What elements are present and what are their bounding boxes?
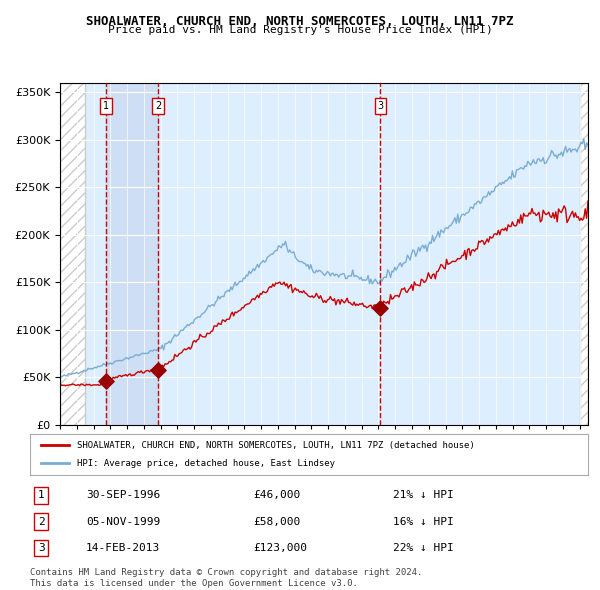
- Text: SHOALWATER, CHURCH END, NORTH SOMERCOTES, LOUTH, LN11 7PZ (detached house): SHOALWATER, CHURCH END, NORTH SOMERCOTES…: [77, 441, 475, 450]
- Text: 30-SEP-1996: 30-SEP-1996: [86, 490, 160, 500]
- Text: 2: 2: [38, 517, 44, 527]
- Text: 1: 1: [38, 490, 44, 500]
- Text: 21% ↓ HPI: 21% ↓ HPI: [392, 490, 454, 500]
- Text: 14-FEB-2013: 14-FEB-2013: [86, 543, 160, 553]
- Text: £123,000: £123,000: [253, 543, 307, 553]
- Text: Contains HM Land Registry data © Crown copyright and database right 2024.: Contains HM Land Registry data © Crown c…: [30, 568, 422, 576]
- Point: [101, 376, 111, 386]
- Text: SHOALWATER, CHURCH END, NORTH SOMERCOTES, LOUTH, LN11 7PZ: SHOALWATER, CHURCH END, NORTH SOMERCOTES…: [86, 15, 514, 28]
- Text: £58,000: £58,000: [253, 517, 301, 527]
- Text: This data is licensed under the Open Government Licence v3.0.: This data is licensed under the Open Gov…: [30, 579, 358, 588]
- Text: 22% ↓ HPI: 22% ↓ HPI: [392, 543, 454, 553]
- Text: 1: 1: [103, 101, 109, 112]
- Text: 16% ↓ HPI: 16% ↓ HPI: [392, 517, 454, 527]
- Bar: [106, 83, 158, 425]
- Bar: [60, 83, 85, 425]
- Point: [376, 303, 385, 313]
- Bar: [60, 83, 85, 425]
- Text: 3: 3: [377, 101, 383, 112]
- Bar: [580, 83, 588, 425]
- Point: [153, 365, 163, 375]
- Text: 3: 3: [38, 543, 44, 553]
- Text: 2: 2: [155, 101, 161, 112]
- Text: £46,000: £46,000: [253, 490, 301, 500]
- Text: HPI: Average price, detached house, East Lindsey: HPI: Average price, detached house, East…: [77, 459, 335, 468]
- Text: Price paid vs. HM Land Registry's House Price Index (HPI): Price paid vs. HM Land Registry's House …: [107, 25, 493, 35]
- Text: 05-NOV-1999: 05-NOV-1999: [86, 517, 160, 527]
